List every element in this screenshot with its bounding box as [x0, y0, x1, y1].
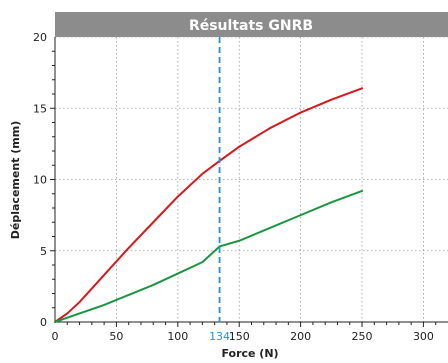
- series-group: [54, 87, 364, 323]
- x-tick-label: 150: [229, 330, 250, 343]
- x-tick-label: 50: [109, 330, 123, 343]
- y-tick-label: 0: [40, 316, 47, 329]
- ticks-group: 0 50 100 150 200 250 300 134 0 5 10 15 20: [33, 31, 434, 343]
- x-tick-label: 200: [290, 330, 311, 343]
- y-tick-label: 5: [40, 245, 47, 258]
- marker-label: 134: [209, 330, 230, 343]
- grid: [55, 36, 448, 322]
- y-axis-label: Déplacement (mm): [9, 121, 22, 239]
- y-tick-label: 10: [33, 174, 47, 187]
- x-axis-label: Force (N): [221, 347, 278, 360]
- series-line-1: [54, 87, 364, 323]
- x-tick-label: 0: [52, 330, 59, 343]
- chart-title: Résultats GNRB: [189, 18, 313, 34]
- y-tick-label: 15: [33, 102, 47, 115]
- series-line-2: [54, 189, 364, 323]
- y-tick-label: 20: [33, 31, 47, 44]
- x-tick-label: 250: [352, 330, 373, 343]
- x-tick-label: 300: [413, 330, 434, 343]
- title-bar: [55, 12, 448, 37]
- x-tick-label: 100: [167, 330, 188, 343]
- axes: [50, 37, 448, 327]
